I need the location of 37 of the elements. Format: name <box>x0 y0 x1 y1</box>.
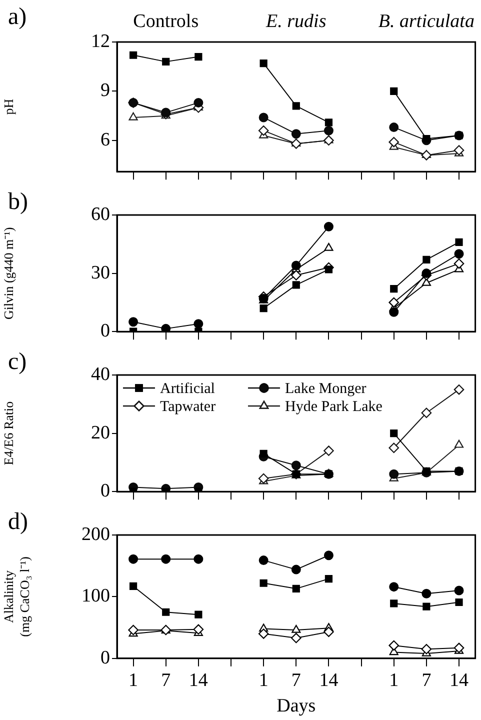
y-tick-label: 0 <box>100 320 110 342</box>
x-tick-label: 7 <box>291 670 301 691</box>
x-tick-label: 14 <box>188 670 208 691</box>
y-tick-label: 9 <box>100 80 110 102</box>
legend-label: Hyde Park Lake <box>285 398 383 415</box>
y-tick-label: 12 <box>91 30 110 52</box>
y-tick-label: 0 <box>100 480 110 502</box>
x-tick-label: 1 <box>389 670 399 691</box>
chart-title: d) <box>8 509 28 535</box>
y-axis-title: E4/E6 Ratio <box>1 401 16 466</box>
y-axis-title: Alkalinity (mg CaCO₃ l⁻¹) <box>1 556 32 637</box>
legend-label: Artificial <box>160 380 215 397</box>
x-tick-label: 14 <box>319 670 339 691</box>
text: Controls <box>133 11 199 32</box>
chart-title: a) <box>8 4 27 30</box>
y-tick-label: 30 <box>91 262 110 284</box>
y-tick-label: 40 <box>91 364 110 385</box>
x-tick-label: 7 <box>422 670 432 691</box>
y-axis-title: Gilvin (g440 m⁻¹) <box>1 227 16 320</box>
y-tick-label: 100 <box>82 586 110 607</box>
y-tick-label: 20 <box>91 422 110 444</box>
legend-label: Tapwater <box>160 398 216 415</box>
y-axis-title: pH <box>1 98 16 115</box>
chart-title: c) <box>8 349 27 375</box>
x-tick-label: 1 <box>258 670 268 691</box>
x-tick-label: 7 <box>161 670 171 691</box>
x-tick-label: 1 <box>128 670 138 691</box>
x-tick-label: 14 <box>450 670 470 691</box>
y-tick-label: 200 <box>82 524 110 545</box>
y-tick-label: 60 <box>91 204 110 225</box>
legend-label: Lake Monger <box>285 380 366 397</box>
chart-title: b) <box>8 189 28 215</box>
y-tick-label: 6 <box>100 129 110 150</box>
y-tick-label: 0 <box>100 647 110 668</box>
x-axis-title: Days <box>276 696 316 717</box>
text: E. rudis <box>265 11 326 32</box>
text: B. articulata <box>378 11 474 32</box>
